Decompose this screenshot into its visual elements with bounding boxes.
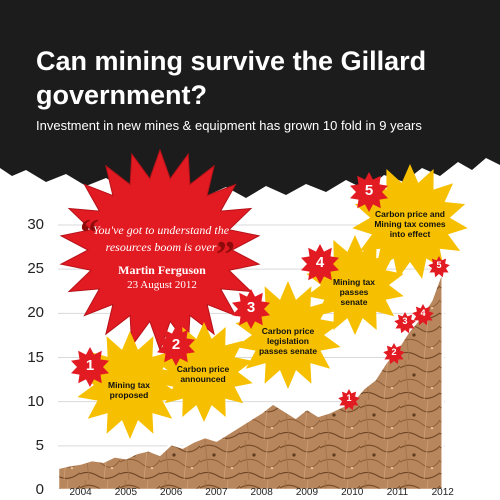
x-tick-label: 2004 xyxy=(69,487,92,498)
event-5-badge-burst xyxy=(350,172,388,212)
event-4-badge: 4 xyxy=(315,254,325,271)
quote-author: Martin Ferguson xyxy=(118,263,206,277)
event-3-label: Carbon price legislation passes senate xyxy=(258,326,318,356)
event-5-label: Carbon price and Mining tax comes into e… xyxy=(374,209,446,239)
x-tick-label: 2011 xyxy=(386,487,409,498)
x-tick-label: 2009 xyxy=(295,487,319,498)
event-1-badge-burst xyxy=(71,347,109,387)
y-tick-label: 30 xyxy=(27,216,44,233)
y-tick-label: 0 xyxy=(35,481,44,498)
x-tick-label: 2005 xyxy=(114,487,138,498)
x-tick-label: 2010 xyxy=(341,487,364,498)
event-1-burst xyxy=(77,331,183,439)
marker-4-burst xyxy=(412,304,434,326)
event-2-badge-burst xyxy=(157,326,195,366)
y-tick-label: 10 xyxy=(27,392,44,410)
marker-5: 5 xyxy=(436,260,442,270)
event-3-badge: 3 xyxy=(246,299,256,316)
marker-1: 1 xyxy=(346,393,352,403)
y-tick-label: 15 xyxy=(27,348,44,366)
marker-3: 3 xyxy=(402,316,408,326)
x-tick-label: 2006 xyxy=(160,487,183,498)
y-tick-label: 20 xyxy=(27,304,44,322)
marker-2: 2 xyxy=(391,347,397,357)
event-4-badge-burst xyxy=(301,244,339,284)
x-tick-label: 2008 xyxy=(250,487,273,498)
y-tick-label: 5 xyxy=(35,436,44,454)
quote-date: 23 August 2012 xyxy=(127,279,197,291)
event-2-badge: 2 xyxy=(171,336,181,353)
open-quote-icon: “ xyxy=(80,212,99,254)
event-5-badge: 5 xyxy=(364,182,374,199)
marker-2-burst xyxy=(383,343,405,365)
event-4-label: Mining tax passes senate xyxy=(332,277,376,307)
marker-5-burst xyxy=(428,256,450,278)
event-2-label: Carbon price announced xyxy=(176,364,230,384)
chart-subtitle: Investment in new mines & equipment has … xyxy=(36,118,422,133)
marker-3-burst xyxy=(394,312,416,334)
event-3-badge-burst xyxy=(232,289,270,329)
quote-text: You've got to understand the resources b… xyxy=(92,223,230,254)
x-tick-label: 2012 xyxy=(431,487,454,498)
x-tick-label: 2007 xyxy=(205,487,228,498)
marker-1-burst xyxy=(338,389,360,411)
event-1-badge: 1 xyxy=(85,357,95,374)
chart-title: Can mining survive the Gillard governmen… xyxy=(36,46,427,110)
header-band xyxy=(0,0,500,198)
close-quote-icon: ” xyxy=(216,234,235,276)
event-1-label: Mining tax proposed xyxy=(107,380,151,400)
y-tick-label: 25 xyxy=(27,260,44,278)
event-bursts xyxy=(59,148,468,439)
marker-4: 4 xyxy=(420,308,426,318)
